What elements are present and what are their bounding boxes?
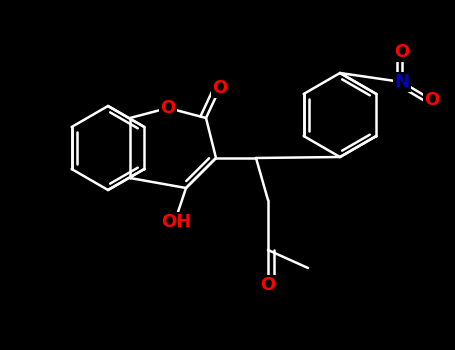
Text: O: O (212, 79, 228, 97)
Text: N: N (394, 73, 410, 91)
Text: O: O (160, 99, 176, 117)
Text: O: O (425, 91, 440, 109)
Text: O: O (260, 276, 276, 294)
Text: O: O (394, 43, 410, 61)
Text: OH: OH (161, 213, 191, 231)
